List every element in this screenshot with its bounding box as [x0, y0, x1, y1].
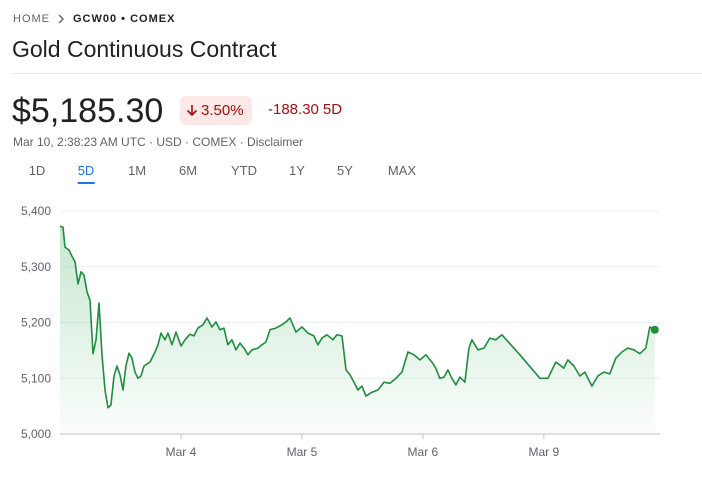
- x-tick-label: Mar 9: [529, 445, 560, 459]
- page-title: Gold Continuous Contract: [12, 36, 277, 62]
- range-tab[interactable]: YTD: [231, 163, 257, 178]
- range-tab[interactable]: 5Y: [337, 163, 353, 178]
- y-tick-label: 5,000: [21, 427, 51, 441]
- change-percent-pill: 3.50%: [180, 96, 252, 125]
- price-line: [59, 225, 656, 409]
- x-tick-label: Mar 4: [166, 445, 197, 459]
- x-tick-label: Mar 5: [287, 445, 318, 459]
- price-chart: 5,000 5,100 5,200 5,300 5,400 Mar 4 Mar 5 Mar 6…: [21, 204, 660, 459]
- range-tab[interactable]: 1D: [28, 163, 46, 178]
- price-area: [60, 226, 655, 434]
- range-tab[interactable]: 1M: [127, 163, 147, 178]
- range-tab[interactable]: MAX: [387, 163, 417, 178]
- breadcrumb-current: GCW00 • COMEX: [73, 13, 176, 25]
- divider: [12, 73, 702, 74]
- range-tab[interactable]: 6M: [178, 163, 198, 178]
- breadcrumb: HOME GCW00 • COMEX: [13, 13, 175, 25]
- chevron-icon: [58, 14, 64, 24]
- breadcrumb-link[interactable]: HOME: [13, 13, 50, 25]
- y-tick-label: 5,100: [21, 371, 51, 385]
- range-tab[interactable]: 5D: [77, 163, 95, 184]
- quote-meta: Mar 10, 2:38:23 AM UTC · USD · COMEX · D…: [13, 135, 304, 149]
- y-tick-label: 5,300: [21, 260, 51, 274]
- change-period: 5D: [322, 101, 343, 118]
- last-price-dot: [650, 325, 659, 334]
- change-percent: 3.50%: [201, 102, 244, 119]
- change: -188.30 5D: [268, 101, 342, 118]
- change-value: -188.30: [268, 101, 319, 118]
- price: $5,185.30: [12, 92, 164, 130]
- y-tick-label: 5,400: [21, 204, 51, 218]
- range-tab[interactable]: 1Y: [289, 163, 305, 178]
- y-tick-label: 5,200: [21, 316, 51, 330]
- down-arrow-icon: [186, 105, 198, 117]
- x-tick-label: Mar 6: [408, 445, 439, 459]
- range-tabs: 1D 5D 1M 6M YTD 1Y 5Y MAX: [0, 160, 440, 186]
